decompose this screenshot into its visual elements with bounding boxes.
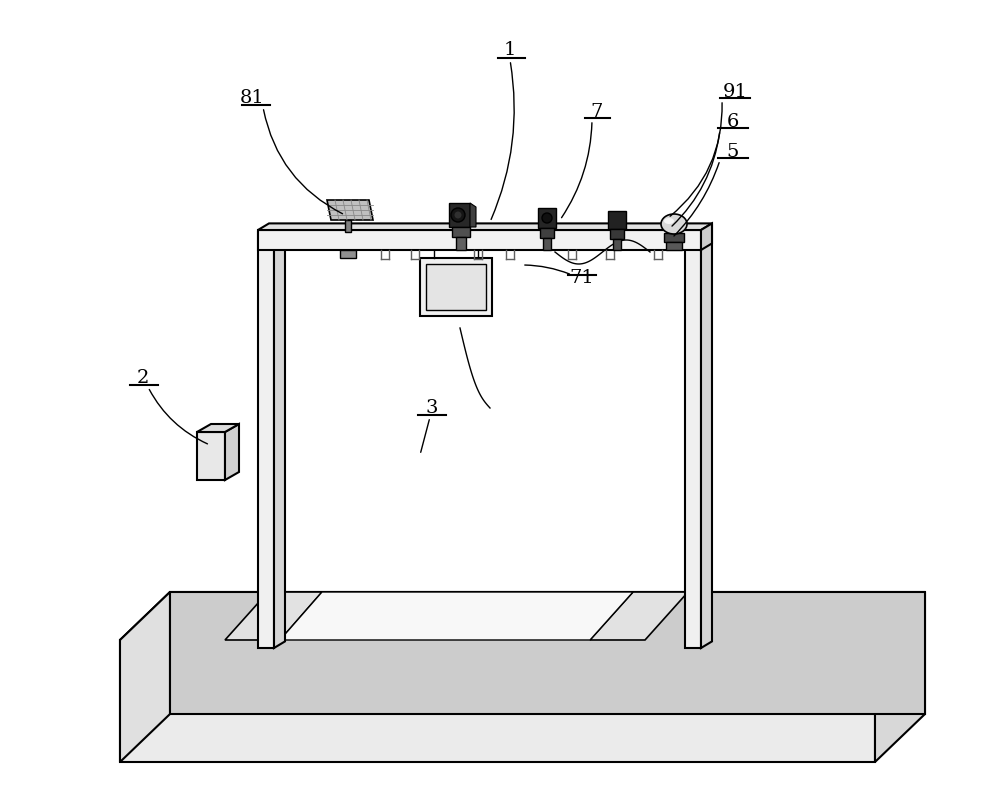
Polygon shape [345,220,351,232]
Ellipse shape [664,218,674,224]
Polygon shape [258,232,274,648]
Polygon shape [685,232,701,648]
Polygon shape [449,203,470,227]
Polygon shape [420,258,492,316]
Text: 1: 1 [504,41,516,59]
Polygon shape [543,238,551,250]
Polygon shape [197,424,239,432]
Polygon shape [120,592,925,640]
Text: 6: 6 [727,113,739,131]
Polygon shape [280,592,633,640]
Text: 7: 7 [591,103,603,121]
Polygon shape [426,264,486,310]
Polygon shape [590,592,688,640]
Text: 3: 3 [426,399,438,417]
Polygon shape [875,592,925,762]
Polygon shape [608,211,626,229]
Text: 91: 91 [723,83,747,101]
Polygon shape [120,640,875,762]
Text: 71: 71 [570,269,594,287]
Polygon shape [327,200,373,220]
Polygon shape [540,228,554,238]
Polygon shape [701,224,712,250]
Polygon shape [120,592,170,762]
Text: 81: 81 [240,89,264,107]
Polygon shape [613,239,621,250]
Polygon shape [225,592,322,640]
Polygon shape [197,432,225,480]
Polygon shape [666,242,682,250]
Polygon shape [701,225,712,648]
Polygon shape [538,208,556,228]
Circle shape [454,212,462,218]
Polygon shape [274,225,285,648]
Polygon shape [225,424,239,480]
Polygon shape [456,237,466,250]
Polygon shape [610,229,624,239]
Polygon shape [258,224,712,230]
Polygon shape [470,203,476,227]
Polygon shape [452,227,470,237]
Circle shape [542,213,552,223]
Ellipse shape [661,214,687,234]
Polygon shape [664,233,684,242]
Text: 2: 2 [137,369,149,387]
Polygon shape [258,230,701,250]
Polygon shape [170,592,925,714]
Polygon shape [340,250,356,258]
Circle shape [451,208,465,222]
Text: 5: 5 [727,143,739,161]
